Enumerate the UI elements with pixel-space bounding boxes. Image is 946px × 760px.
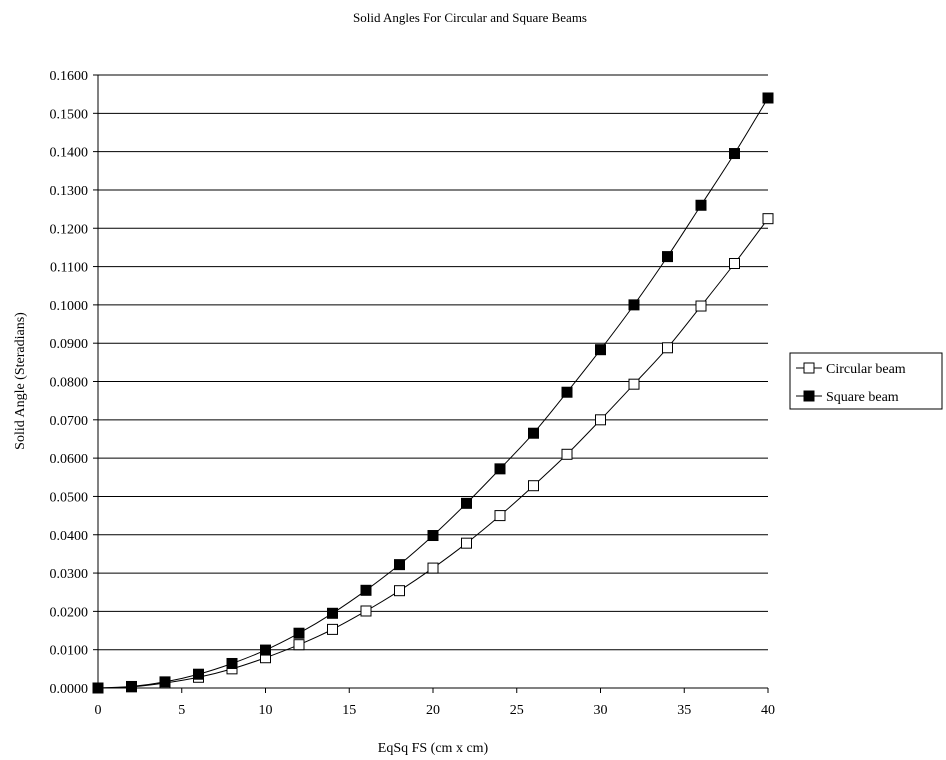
circular-beam-point [494,510,506,522]
circular-beam-point [528,480,539,492]
legend-marker-circular [803,362,815,374]
legend-box [789,352,943,410]
square-beam-point [260,644,271,656]
legend-label-square: Square beam [826,390,899,405]
square-beam-point [561,386,573,398]
square-beam-point [427,530,439,542]
circular-beam-point [360,605,372,617]
square-beam-point [92,682,104,694]
x-tick-label: 10 [259,703,273,718]
circular-beam-point [729,257,740,269]
square-beam-point [327,607,338,619]
legend-marker-square [803,390,815,402]
circular-beam-point [293,639,305,651]
y-tick-label: 0.0700 [50,414,89,429]
series-line-square [97,97,769,689]
square-beam-point [461,497,472,509]
square-beam-point [762,92,774,104]
y-tick-label: 0.0300 [50,567,89,582]
y-tick-label: 0.0400 [50,529,89,544]
x-tick-label: 25 [510,703,524,718]
series-line-circular [97,218,769,689]
square-beam-point [695,199,707,211]
x-tick-labels: 0 5 10 15 20 25 30 35 40 [95,703,776,718]
square-beam-point [595,344,606,356]
square-beam-point [293,627,305,639]
x-tick-label: 15 [342,703,356,718]
y-tick-label: 0.0000 [50,682,89,697]
y-tick-label: 0.1300 [50,184,89,199]
circular-beam-point [327,623,338,635]
circular-beam-point [762,213,774,225]
y-tick-label: 0.0500 [50,490,89,505]
y-tick-label: 0.1600 [50,69,89,84]
y-tick-label: 0.1400 [50,146,89,161]
square-beam-point [662,251,673,263]
axes [93,74,769,693]
x-tick-label: 5 [178,703,185,718]
y-axis-label: Solid Angle (Steradians) [13,312,28,450]
circular-beam-point [461,537,472,549]
circular-beam-point [561,448,573,460]
square-beam-point [126,680,137,692]
square-beam-point [528,427,539,439]
square-beam-point [226,657,238,669]
circular-beam-point [662,342,673,354]
chart-title: Solid Angles For Circular and Square Bea… [353,10,587,25]
circular-beam-point [427,562,439,574]
square-beam-point [628,299,640,311]
square-beam-point [360,584,372,596]
y-tick-label: 0.0900 [50,337,89,352]
y-tick-label: 0.0100 [50,644,89,659]
y-tick-label: 0.0200 [50,605,89,620]
x-tick-label: 40 [761,703,775,718]
y-tick-label: 0.0800 [50,376,89,391]
y-tick-label: 0.1000 [50,299,89,314]
square-beam-point [159,676,171,688]
legend-label-circular: Circular beam [826,362,906,377]
y-tick-label: 0.1200 [50,222,89,237]
legend: Circular beam Square beam [789,352,943,410]
x-tick-label: 0 [95,703,102,718]
circular-beam-point [394,585,405,597]
circular-beam-point [695,300,707,312]
x-tick-label: 30 [594,703,608,718]
circular-beam-point [595,414,606,426]
y-tick-label: 0.0600 [50,452,89,467]
square-beam-point [193,668,204,680]
square-beam-point [394,559,405,571]
y-tick-label: 0.1500 [50,107,89,122]
circular-beam-point [628,378,640,390]
gridlines [98,74,768,651]
y-tick-labels: 0.0000 0.0100 0.0200 0.0300 0.0400 0.0500 0.06… [50,69,89,697]
square-beam-point [494,463,506,475]
x-tick-label: 20 [426,703,440,718]
x-axis-label: EqSq FS (cm x cm) [378,741,489,756]
series [92,92,774,694]
x-tick-label: 35 [677,703,691,718]
y-tick-label: 0.1100 [50,261,88,276]
square-beam-point [729,148,740,160]
